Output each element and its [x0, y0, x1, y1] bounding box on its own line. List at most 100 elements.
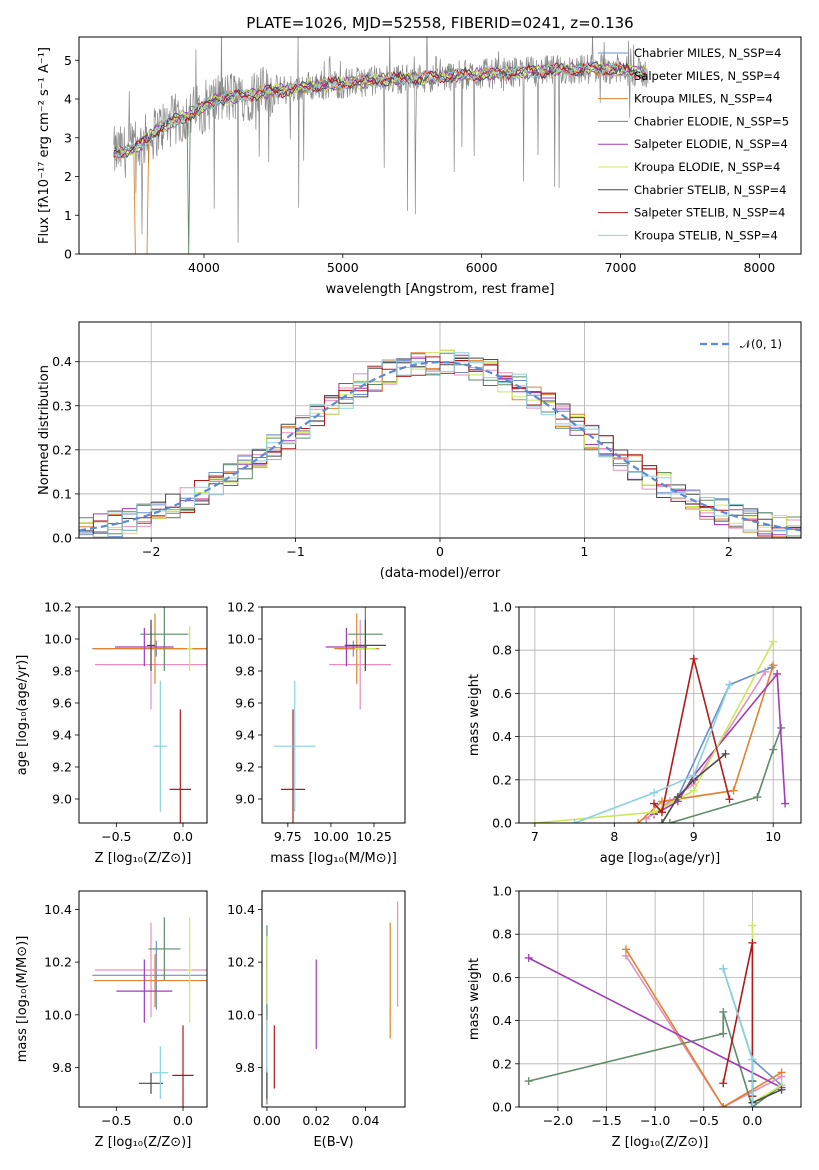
mass-weight-line [722, 942, 754, 1097]
mass-weight-marker [781, 799, 790, 808]
x-tick-label: −2.0 [543, 1113, 573, 1128]
mass-weight-marker [621, 945, 630, 954]
plot-area [92, 917, 207, 1107]
y-tick-label: 5 [64, 53, 72, 68]
y-tick-label: 0.0 [492, 1100, 512, 1115]
y-tick-label: 0.4 [492, 1013, 512, 1028]
x-tick-label: 4000 [188, 260, 220, 275]
x-tick-label: 0 [436, 544, 444, 559]
axes-frame [261, 890, 406, 1108]
mass-weight-line [722, 968, 754, 1107]
legend-entry: Chabrier STELIB, N_SSP=4 [634, 183, 786, 197]
x-tick-label: −0.5 [101, 1113, 131, 1128]
mass-weight-line [625, 948, 783, 1107]
gaussian-curve [79, 360, 801, 532]
mass-weight-marker [689, 654, 698, 663]
residual-histogram [79, 352, 801, 538]
mass-weight-marker [719, 964, 728, 973]
mass-weight-marker [665, 819, 674, 823]
mass-weight-marker [725, 795, 734, 804]
chart-panel-5: 7 8 9 10 0.0 0.2 0.4 0.6 0.8 1.0 age [log₁₀(age/yr… [467, 600, 802, 866]
mass-weight-line [574, 684, 731, 823]
x-tick-label: 10 [765, 829, 781, 844]
y-tick-label: 9.4 [52, 728, 72, 743]
mass-weight-marker [748, 938, 757, 947]
x-tick-label: 8 [610, 829, 618, 844]
legend-entry: Kroupa STELIB, N_SSP=4 [634, 228, 778, 242]
y-tick-label: 9.0 [235, 792, 255, 807]
y-tick-label: 2 [64, 169, 72, 184]
mass-weight-marker [721, 749, 730, 758]
x-axis-label: age [log₁₀(age/yr)] [600, 851, 721, 866]
mass-weight-marker [725, 680, 734, 689]
chart-title: PLATE=1026, MJD=52558, FIBERID=0241, z=0… [246, 14, 633, 32]
x-tick-label: 0.00 [253, 1113, 281, 1128]
x-axis-label: Z [log₁₀(Z/Z⊙)] [95, 851, 192, 866]
x-tick-label: 7 [531, 829, 539, 844]
y-tick-label: 9.4 [235, 728, 255, 743]
y-tick-label: 0.8 [492, 643, 512, 658]
mass-weight-marker [719, 1079, 728, 1088]
y-tick-label: 1 [64, 208, 72, 223]
plot-area [266, 901, 399, 1105]
x-tick-label: −0.5 [101, 829, 131, 844]
mass-weight-marker [777, 1085, 786, 1094]
legend-entry: Salpeter ELODIE, N_SSP=4 [634, 137, 788, 151]
x-tick-label: −1 [286, 544, 304, 559]
axes-frame [78, 606, 208, 824]
mass-weight-line [661, 753, 727, 823]
y-tick-label: 0.0 [52, 531, 72, 546]
model-spectrum-line [113, 60, 646, 159]
mass-weight-line [669, 727, 782, 823]
y-axis-label: mass weight [467, 674, 482, 756]
mass-weight-marker [719, 1103, 728, 1107]
legend-entry: Chabrier ELODIE, N_SSP=5 [634, 114, 789, 128]
chart-panel-1: 4000 5000 6000 7000 8000 0 1 2 3 4 5 wavelength [An… [37, 14, 802, 297]
y-tick-label: 4 [64, 92, 72, 107]
y-tick-label: 1.0 [492, 884, 512, 899]
y-tick-label: 9.8 [52, 664, 72, 679]
mass-weight-marker [753, 793, 762, 802]
y-axis-label: Flux [fλ10⁻¹⁷ erg cm⁻² s⁻¹ A⁻¹] [37, 47, 52, 244]
y-tick-label: 10.0 [227, 1007, 255, 1022]
y-tick-label: 10.4 [44, 902, 72, 917]
x-tick-label: 5000 [327, 260, 359, 275]
legend-entry: Salpeter MILES, N_SSP=4 [634, 69, 780, 83]
model-spectrum-line [113, 61, 646, 155]
mass-weight-marker [773, 669, 782, 678]
mass-weight-marker [689, 771, 698, 780]
y-tick-label: 0.6 [492, 686, 512, 701]
x-axis-label: Z [log₁₀(Z/Z⊙)] [612, 1135, 709, 1150]
mass-weight-marker [777, 1068, 786, 1077]
x-axis-label: E(B-V) [313, 1135, 353, 1150]
model-spectrum-line [113, 61, 646, 159]
model-spectrum-line [113, 61, 646, 159]
axes-frame [518, 606, 802, 824]
mass-weight-marker [650, 788, 659, 797]
y-tick-label: 3 [64, 130, 72, 145]
y-tick-label: 10.2 [227, 600, 255, 615]
residual-histogram [79, 357, 801, 538]
axes-frame [518, 890, 802, 1108]
y-tick-label: 9.8 [235, 664, 255, 679]
mass-weight-marker [769, 745, 778, 754]
y-axis-label: Normed distribution [37, 365, 52, 495]
y-tick-label: 9.8 [235, 1060, 255, 1075]
mass-weight-line [534, 641, 774, 823]
chart-panel-4: 9.75 10.00 10.25 9.0 9.2 9.4 9.6 9.8 10.0 10.2 mas… [227, 600, 406, 866]
axes-frame [78, 36, 802, 255]
x-tick-label: 1 [580, 544, 588, 559]
mass-weight-line [528, 957, 782, 1089]
mass-weight-marker [748, 1103, 757, 1107]
mass-weight-marker [657, 808, 666, 817]
x-tick-label: 10.00 [313, 829, 349, 844]
y-tick-label: 0.3 [52, 398, 72, 413]
x-tick-label: 9 [690, 829, 698, 844]
x-axis-label: wavelength [Angstrom, rest frame] [326, 282, 555, 297]
x-tick-label: 2 [725, 544, 733, 559]
x-axis-label: (data-model)/error [380, 566, 501, 581]
mass-weight-marker [769, 637, 778, 646]
mass-weight-marker [748, 921, 757, 930]
mass-weight-marker [657, 819, 666, 823]
